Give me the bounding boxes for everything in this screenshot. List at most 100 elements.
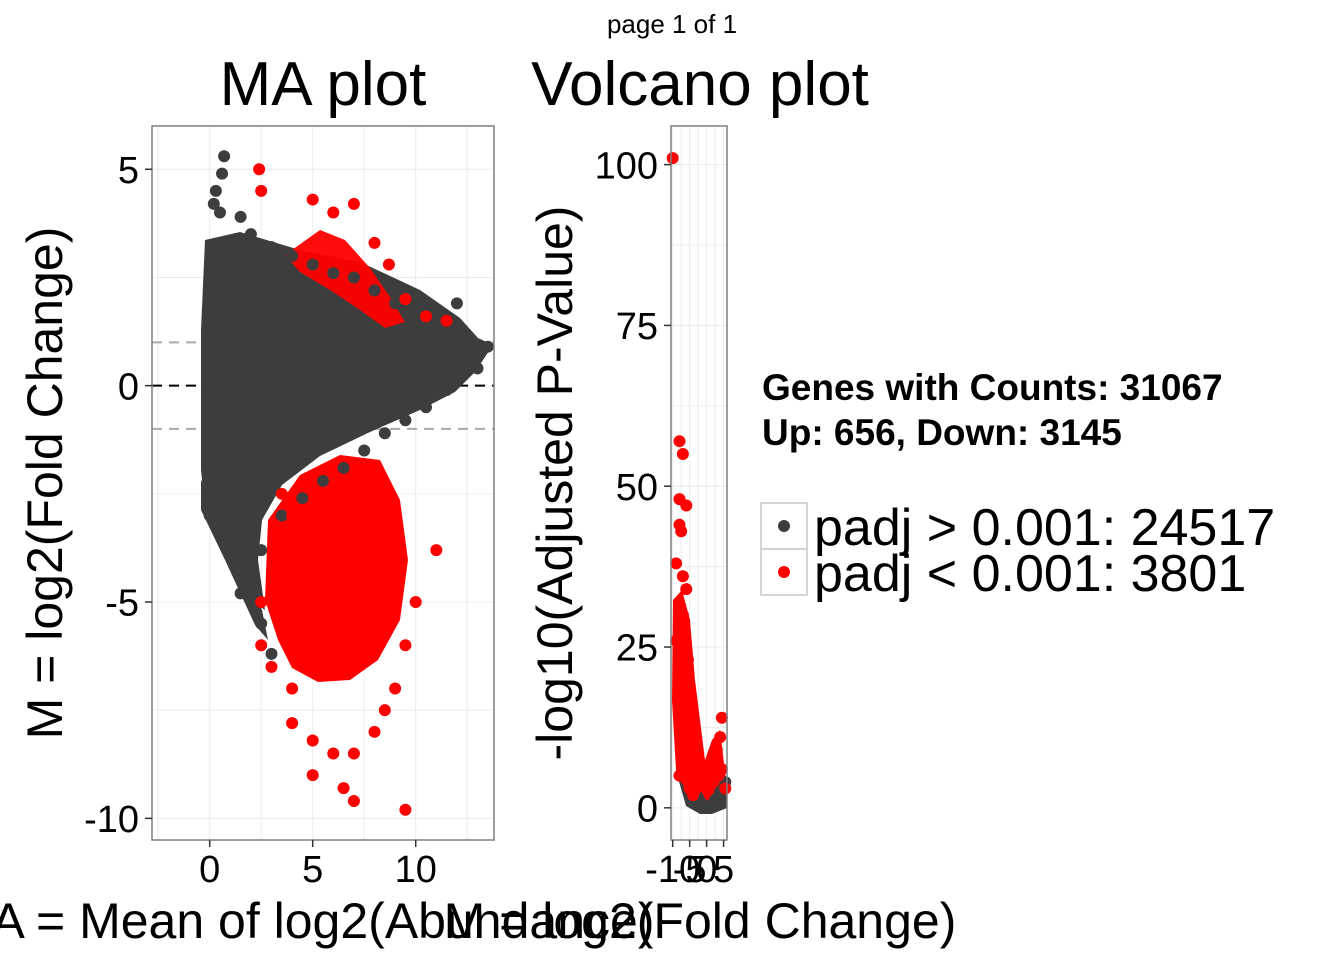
data-point [709, 794, 722, 807]
data-point [399, 639, 412, 652]
data-point [430, 544, 443, 557]
data-point [296, 492, 309, 505]
data-point [275, 509, 288, 522]
data-point [683, 679, 696, 692]
data-point [676, 570, 689, 583]
volcano-plot-points [666, 152, 732, 814]
data-point [440, 383, 453, 396]
y-tick-label: 0 [637, 789, 658, 831]
ma-plot-points [203, 150, 494, 816]
data-point [203, 509, 216, 522]
data-point [327, 206, 340, 219]
x-tick-label: 0 [696, 849, 717, 891]
data-point [327, 531, 340, 544]
ma-plot-x-axis: 0 5 10 [199, 840, 437, 891]
data-point [675, 525, 688, 538]
data-point [680, 499, 693, 512]
ma-gray-point-cloud-tail [201, 480, 268, 640]
legend-key-red-dot [778, 566, 790, 578]
ma-plot-y-label: M = log2(Fold Change) [17, 227, 73, 740]
data-point [676, 666, 689, 679]
data-point [389, 297, 402, 310]
data-point [358, 552, 371, 565]
volcano-plot-title: Volcano plot [531, 50, 869, 119]
ma-plot-point-clouds [201, 230, 493, 682]
volcano-plot-border [670, 125, 728, 841]
y-tick-label: 5 [118, 150, 139, 192]
data-point [275, 487, 288, 500]
data-point [306, 258, 319, 271]
volcano-plot-x-axis: -10-505 [645, 840, 734, 891]
data-point [673, 621, 686, 634]
data-point [358, 444, 371, 457]
data-point [715, 763, 728, 776]
data-point [255, 639, 268, 652]
data-point [430, 327, 443, 340]
data-point [234, 210, 247, 223]
data-point [389, 574, 402, 587]
data-point [450, 375, 463, 388]
data-point [265, 647, 278, 660]
data-point [255, 596, 268, 608]
ma-plot-x-label: A = Mean of log2(Abundance) [0, 893, 654, 949]
data-point [306, 734, 319, 747]
data-point [673, 769, 686, 782]
data-point [676, 731, 689, 744]
data-point [471, 362, 484, 375]
data-point [714, 731, 727, 744]
ma-gray-point-cloud [201, 232, 493, 610]
data-point [234, 587, 247, 600]
data-point [337, 782, 350, 795]
data-point [678, 641, 691, 654]
up-down-annotation: Up: 656, Down: 3145 [762, 412, 1122, 453]
data-point [368, 284, 381, 297]
data-point [347, 197, 360, 210]
data-point [255, 617, 268, 630]
data-point [244, 228, 257, 241]
data-point [207, 197, 220, 210]
data-point [286, 249, 299, 262]
data-point [218, 150, 231, 163]
y-tick-label: 50 [616, 467, 658, 509]
x-tick-label: 0 [199, 849, 220, 891]
data-point [378, 704, 391, 717]
data-point [244, 565, 257, 578]
data-point [666, 152, 679, 165]
data-point [461, 340, 474, 353]
ma-plot-border [151, 125, 495, 841]
data-point [673, 692, 686, 705]
legend-entry-label: padj > 0.001: 24517 [814, 499, 1275, 557]
data-point [347, 271, 360, 284]
data-point [216, 167, 229, 180]
data-point [420, 310, 433, 323]
data-point [368, 725, 381, 738]
x-tick-label: -10 [645, 849, 700, 891]
data-point [450, 297, 463, 310]
gene-counts-annotation: Genes with Counts: 31067 [762, 367, 1223, 408]
y-tick-label: -5 [105, 583, 139, 625]
page-label: page 1 of 1 [607, 9, 737, 39]
ma-plot: MA plot -10 -5 0 5 0 5 10 M = log2(Fold Chang… [0, 50, 654, 949]
data-point [420, 401, 433, 414]
data-point [680, 705, 693, 718]
x-tick-label: 5 [302, 849, 323, 891]
data-point [710, 743, 723, 756]
data-point [382, 258, 395, 271]
data-point [670, 634, 683, 647]
data-point [409, 596, 422, 608]
data-point [347, 795, 360, 808]
data-point [399, 414, 412, 427]
data-point [255, 184, 268, 197]
data-point [673, 435, 686, 448]
data-point [317, 474, 329, 487]
data-point [209, 184, 222, 197]
ma-plot-y-axis: -10 -5 0 5 [84, 150, 152, 841]
data-point [681, 653, 694, 666]
data-point [681, 743, 694, 756]
data-point [286, 509, 299, 522]
data-point [203, 487, 216, 500]
data-point [286, 717, 299, 730]
data-point [481, 340, 494, 353]
